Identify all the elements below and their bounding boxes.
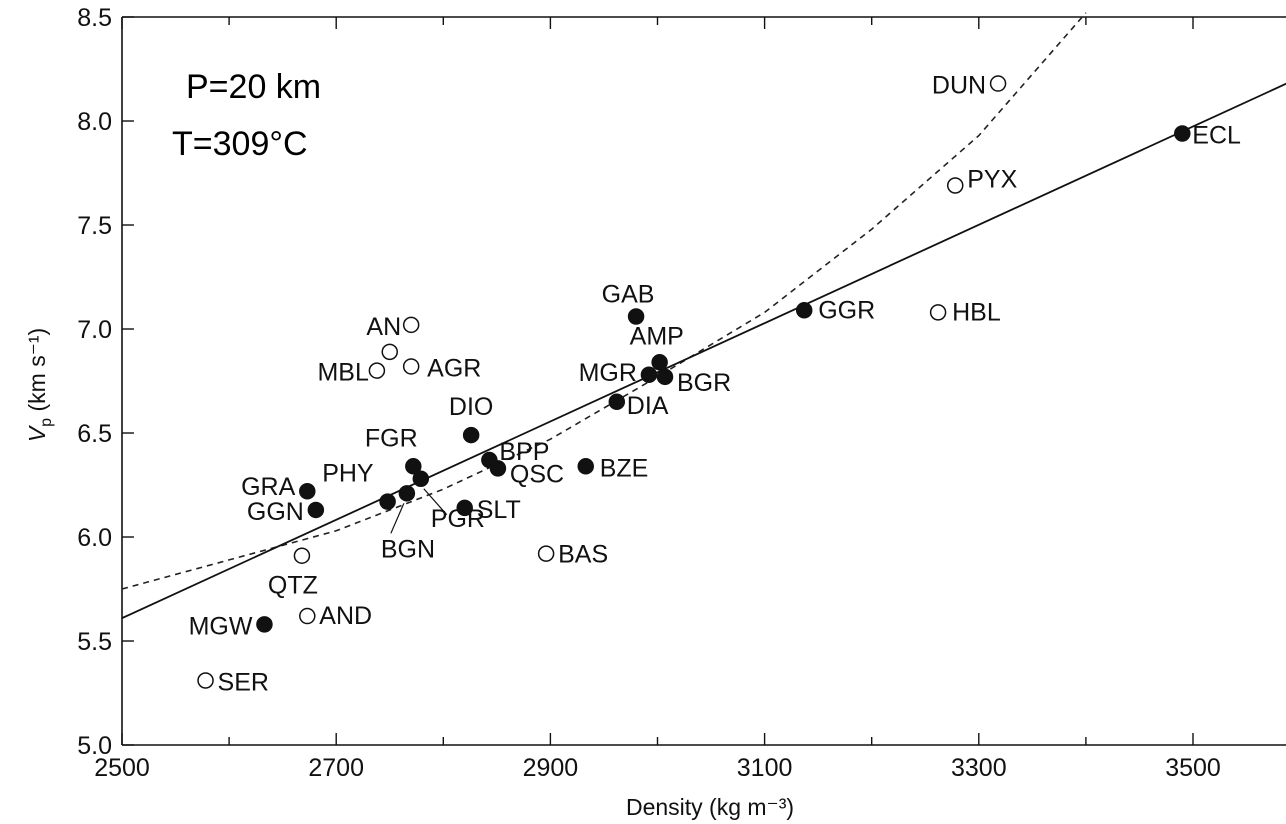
point-label-bgn: BGN [381,535,435,563]
pressure-annotation: P=20 km [186,68,321,106]
data-point-slt [456,499,473,517]
data-point-an [402,316,420,334]
point-label-ggn: GGN [247,498,304,526]
solid-fit-line [121,82,1286,619]
point-label-bas: BAS [558,541,608,569]
point-label-and: AND [319,602,372,630]
data-point-ggn [307,501,325,519]
data-points [197,75,1191,689]
y-tick-label: 5.0 [77,732,112,760]
data-point-gab [627,308,645,325]
point-label-bgr: BGR [677,369,731,397]
x-tick-label: 2700 [308,754,364,782]
point-label-agr: AGR [427,354,481,382]
point-label-slt: SLT [477,496,521,524]
point-label-qsc: QSC [510,460,564,488]
x-tick-label: 2900 [523,754,579,782]
leader-lines [390,488,448,534]
y-tick-label: 8.5 [77,4,112,32]
data-point [381,343,398,361]
point-label-an: AN [366,313,401,341]
point-label-qtz: QTZ [268,572,318,600]
x-tick-label: 3100 [737,754,793,782]
data-point-dun [989,75,1007,92]
point-label-gra: GRA [241,473,296,501]
data-point-phy [379,493,396,510]
point-label-bze: BZE [600,454,649,482]
data-point-mgr [640,366,658,384]
data-point-gra [299,482,316,500]
x-tick-label: 3500 [1165,754,1221,782]
data-point-mgw [256,616,273,633]
data-point-dia [608,393,626,411]
y-axis-label-sub: p [38,418,55,427]
data-point-bas [537,545,555,562]
data-point-bgn [398,485,416,502]
data-point-amp [651,354,668,371]
point-label-amp: AMP [630,322,684,350]
point-label-mbl: MBL [317,359,369,387]
y-tick-label: 7.5 [77,212,112,240]
y-tick-label: 5.5 [77,628,112,656]
point-label-gab: GAB [602,281,655,309]
fit-lines [121,12,1286,619]
leader-line-bgn [390,503,405,534]
point-label-dia: DIA [627,392,669,420]
y-tick-label: 6.5 [77,420,112,448]
data-point-qsc [489,460,507,477]
point-label-mgr: MGR [579,359,637,387]
x-axis-label: Density (kg m⁻³) [626,794,794,820]
temperature-annotation: T=309°C [172,125,308,163]
data-point-pyx [946,177,964,194]
point-label-mgw: MGW [189,612,253,640]
data-point-hbl [929,304,947,321]
data-point-fgr [405,458,422,475]
data-point-and [299,607,316,625]
point-label-dio: DIO [449,393,493,421]
data-point-pgr [412,470,430,488]
axes: 2500 2700 2900 3100 3300 3500 5.0 5.5 6.0 6.5 7.0 7… [77,4,1286,782]
x-tick-label: 2500 [94,754,150,782]
data-point-ggr [795,302,813,319]
y-axis-label-main: V [24,424,50,442]
point-label-ecl: ECL [1192,121,1241,149]
y-tick-label: 8.0 [77,108,112,136]
point-label-ser: SER [218,669,269,697]
data-point-bze [577,458,594,475]
point-label-hbl: HBL [952,298,1001,326]
point-labels: DUN ECL PYX GAB GGR HBL AN AMP MGR BGR MBL AGR DIA DI… [189,72,1241,697]
data-point-qtz [293,547,311,564]
data-point-ser [197,672,214,689]
y-tick-label: 7.0 [77,316,112,344]
data-point-dio [462,426,480,444]
point-label-dun: DUN [932,72,986,100]
data-point-bgr [656,368,674,386]
y-axis-label-units: (km s⁻¹) [24,328,50,418]
y-tick-label: 6.0 [77,524,112,552]
point-label-ggr: GGR [818,296,875,324]
data-point-agr [402,358,420,375]
point-label-pyx: PYX [967,165,1017,193]
data-point-ecl [1174,125,1191,142]
point-label-fgr: FGR [365,424,418,452]
leader-line-pgr [423,488,448,516]
point-label-bpp: BPP [499,438,549,466]
x-tick-label: 3300 [951,754,1007,782]
point-label-pgr: PGR [431,505,485,533]
point-label-phy: PHY [322,460,374,488]
data-point-mbl [368,362,386,379]
y-axis-label: Vp (km s⁻¹) [24,328,55,442]
